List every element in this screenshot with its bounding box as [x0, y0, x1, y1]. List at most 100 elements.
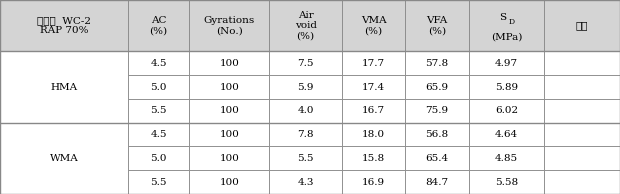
Bar [269, 99, 342, 123]
Bar [0, 51, 128, 123]
Bar [269, 75, 342, 99]
Text: 표층용  WC-2
RAP 70%: 표층용 WC-2 RAP 70% [37, 16, 91, 35]
Text: 18.0: 18.0 [362, 130, 385, 139]
Text: 4.5: 4.5 [151, 130, 167, 139]
Text: 6.02: 6.02 [495, 106, 518, 115]
Text: WMA: WMA [50, 154, 78, 163]
Text: VFA
(%): VFA (%) [427, 16, 448, 35]
Text: D: D [508, 18, 515, 26]
Bar [189, 75, 269, 99]
Text: 4.97: 4.97 [495, 59, 518, 68]
Bar [269, 123, 342, 146]
Bar [128, 75, 189, 99]
Bar [405, 0, 469, 51]
Text: 100: 100 [219, 130, 239, 139]
Bar [544, 146, 620, 170]
Bar [544, 99, 620, 123]
Bar [342, 146, 405, 170]
Bar [469, 0, 544, 51]
Bar [544, 75, 620, 99]
Text: 5.58: 5.58 [495, 178, 518, 187]
Text: 5.89: 5.89 [495, 83, 518, 92]
Text: 57.8: 57.8 [425, 59, 448, 68]
Bar [544, 170, 620, 194]
Bar [405, 75, 469, 99]
Bar [269, 51, 342, 75]
Bar [128, 123, 189, 146]
Text: 65.9: 65.9 [425, 83, 448, 92]
Bar [469, 146, 544, 170]
Text: Air
void
(%): Air void (%) [294, 11, 317, 41]
Text: (MPa): (MPa) [491, 33, 522, 42]
Bar [405, 123, 469, 146]
Bar [0, 0, 128, 51]
Text: 65.4: 65.4 [425, 154, 448, 163]
Text: 100: 100 [219, 59, 239, 68]
Text: 5.5: 5.5 [151, 178, 167, 187]
Bar [469, 99, 544, 123]
Bar [342, 99, 405, 123]
Bar [269, 0, 342, 51]
Bar [128, 170, 189, 194]
Text: 4.3: 4.3 [298, 178, 314, 187]
Text: 4.0: 4.0 [298, 106, 314, 115]
Text: 비고: 비고 [576, 21, 588, 30]
Bar [128, 51, 189, 75]
Bar [128, 0, 189, 51]
Bar [405, 99, 469, 123]
Bar [544, 51, 620, 75]
Text: 7.8: 7.8 [298, 130, 314, 139]
Bar [189, 99, 269, 123]
Text: 15.8: 15.8 [362, 154, 385, 163]
Bar [469, 170, 544, 194]
Bar [0, 123, 128, 194]
Bar [189, 146, 269, 170]
Text: 75.9: 75.9 [425, 106, 448, 115]
Bar [544, 0, 620, 51]
Text: 100: 100 [219, 106, 239, 115]
Bar [128, 146, 189, 170]
Bar [469, 75, 544, 99]
Text: 17.4: 17.4 [362, 83, 385, 92]
Bar [189, 170, 269, 194]
Bar [342, 123, 405, 146]
Bar [405, 170, 469, 194]
Bar [469, 51, 544, 75]
Text: 56.8: 56.8 [425, 130, 448, 139]
Bar [189, 51, 269, 75]
Text: 7.5: 7.5 [298, 59, 314, 68]
Bar [405, 51, 469, 75]
Bar [342, 51, 405, 75]
Text: 5.5: 5.5 [298, 154, 314, 163]
Bar [128, 99, 189, 123]
Text: 100: 100 [219, 83, 239, 92]
Text: 84.7: 84.7 [425, 178, 448, 187]
Text: 16.9: 16.9 [362, 178, 385, 187]
Text: VMA
(%): VMA (%) [361, 16, 386, 35]
Text: 100: 100 [219, 154, 239, 163]
Bar [342, 0, 405, 51]
Text: 4.5: 4.5 [151, 59, 167, 68]
Text: 5.0: 5.0 [151, 154, 167, 163]
Text: 100: 100 [219, 178, 239, 187]
Text: 5.5: 5.5 [151, 106, 167, 115]
Bar [544, 123, 620, 146]
Bar [269, 146, 342, 170]
Bar [189, 0, 269, 51]
Text: Gyrations
(No.): Gyrations (No.) [204, 16, 255, 35]
Bar [269, 170, 342, 194]
Bar [469, 123, 544, 146]
Bar [189, 123, 269, 146]
Bar [342, 170, 405, 194]
Text: S: S [499, 14, 507, 23]
Text: 5.0: 5.0 [151, 83, 167, 92]
Text: AC
(%): AC (%) [149, 16, 167, 35]
Bar [342, 75, 405, 99]
Text: 17.7: 17.7 [362, 59, 385, 68]
Text: 4.85: 4.85 [495, 154, 518, 163]
Text: 5.9: 5.9 [298, 83, 314, 92]
Text: HMA: HMA [50, 83, 78, 92]
Text: 16.7: 16.7 [362, 106, 385, 115]
Text: 4.64: 4.64 [495, 130, 518, 139]
Bar [405, 146, 469, 170]
